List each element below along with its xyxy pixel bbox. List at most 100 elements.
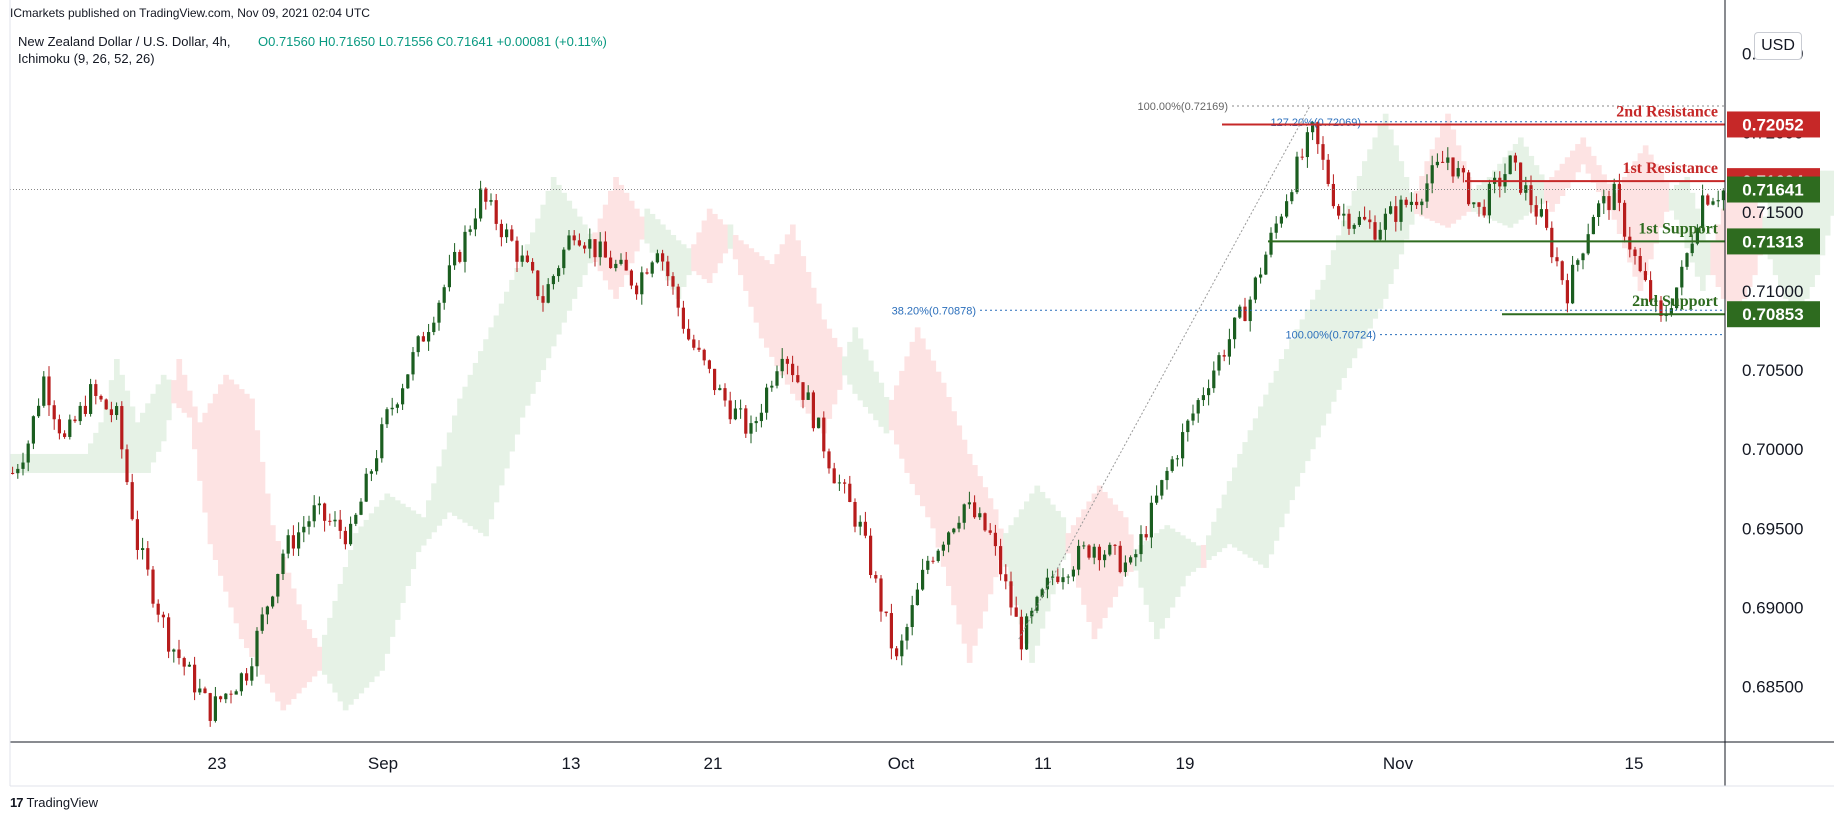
candle-body <box>1082 545 1086 547</box>
candle-body <box>1669 308 1673 315</box>
cloud-segment <box>1731 188 1737 323</box>
cloud-segment <box>1091 493 1098 640</box>
candle-body <box>1149 502 1153 538</box>
candle-body <box>302 526 306 533</box>
cloud-segment <box>1767 196 1774 260</box>
cloud-segment <box>670 235 677 290</box>
cloud-segment <box>696 232 703 276</box>
candle-body <box>26 443 30 463</box>
cloud-segment <box>764 260 770 348</box>
candle-body <box>57 419 61 434</box>
candle-body <box>874 575 878 579</box>
cloud-segment <box>1024 501 1030 644</box>
currency-unit-button[interactable]: USD <box>1754 32 1802 60</box>
candle-body <box>427 332 431 342</box>
cloud-segment <box>1185 538 1191 576</box>
cloud-segment <box>140 412 146 473</box>
cloud-segment <box>1663 182 1670 212</box>
candle-body <box>1378 229 1382 240</box>
candle-body <box>99 395 103 400</box>
candle-body <box>317 503 321 506</box>
cloud-segment <box>93 432 99 473</box>
candle-body <box>733 408 737 420</box>
cloud-segment <box>1039 491 1046 629</box>
x-tick-label: 19 <box>1176 754 1195 773</box>
cloud-segment <box>472 362 479 530</box>
tradingview-footer[interactable]: 17 TradingView <box>10 795 98 810</box>
candle-body <box>1597 203 1601 218</box>
candle-body <box>666 261 670 277</box>
candle-body <box>125 449 129 483</box>
candle-body <box>655 253 659 263</box>
candle-body <box>811 392 815 429</box>
cloud-segment <box>712 213 718 274</box>
cloud-segment <box>498 303 505 486</box>
candle-body <box>375 458 379 472</box>
cloud-segment <box>556 184 562 335</box>
candle-body <box>151 569 155 604</box>
candle-body <box>1617 183 1621 203</box>
candle-body <box>822 417 826 452</box>
candle-body <box>1087 545 1091 558</box>
cloud-segment <box>1310 299 1316 450</box>
cloud-segment <box>524 244 531 406</box>
candle-body <box>1555 257 1559 262</box>
cloud-segment <box>717 219 723 264</box>
cloud-segment <box>660 224 666 272</box>
cloud-segment <box>1252 418 1259 562</box>
candle-body <box>141 548 145 550</box>
candle-body <box>681 307 685 329</box>
candle-body <box>765 387 769 413</box>
axes: 0.725000.720000.715000.710000.705000.700… <box>9 0 1834 787</box>
candle-body <box>1633 249 1637 257</box>
cloud-segment <box>509 279 515 452</box>
cloud-segment <box>374 506 380 677</box>
candle-body <box>1212 370 1216 389</box>
candle-body <box>499 223 503 238</box>
cloud-segment <box>722 224 729 254</box>
candle-body <box>1420 201 1424 206</box>
cloud-segment <box>1533 165 1540 208</box>
candle-body <box>510 229 514 241</box>
candle-body <box>73 419 77 422</box>
candle-body <box>936 550 940 561</box>
candle-body <box>1654 300 1658 302</box>
candle-body <box>473 218 477 230</box>
cloud-segment <box>1377 125 1384 309</box>
cloud-segment <box>1081 509 1087 605</box>
cloud-segment <box>644 208 651 244</box>
price-tag <box>1727 228 1820 255</box>
cloud-segment <box>1138 544 1145 588</box>
candle-body <box>115 406 119 416</box>
cloud-segment <box>233 384 240 624</box>
candle-body <box>89 384 93 414</box>
indicator-legend[interactable]: Ichimoku (9, 26, 52, 26) <box>18 51 155 66</box>
fib-trend-line <box>1018 105 1311 640</box>
cloud-segment <box>332 600 339 693</box>
cloud-segment <box>1564 157 1571 189</box>
cloud-segment <box>883 396 890 434</box>
candle-body <box>1394 206 1398 222</box>
candle-body <box>650 262 654 274</box>
candle-body <box>146 548 150 570</box>
cloud-segment <box>15 453 21 473</box>
cloud-segment <box>1325 265 1332 414</box>
candle-body <box>905 627 909 641</box>
cloud-segment <box>1440 125 1446 226</box>
cloud-segment <box>192 406 198 450</box>
candle-body <box>1316 122 1320 145</box>
cloud-segment <box>608 190 614 290</box>
candle-body <box>1441 161 1445 163</box>
candle-body <box>52 405 56 420</box>
candle-body <box>1550 227 1554 258</box>
candle-body <box>1529 185 1533 206</box>
candle-body <box>827 451 831 469</box>
candle-body <box>343 530 347 545</box>
candle-body <box>1451 157 1455 177</box>
candle-body <box>130 482 134 520</box>
cloud-segment <box>30 453 37 473</box>
cloud-segment <box>145 403 151 473</box>
cloud-segment <box>1830 170 1834 216</box>
cloud-segment <box>618 184 625 287</box>
